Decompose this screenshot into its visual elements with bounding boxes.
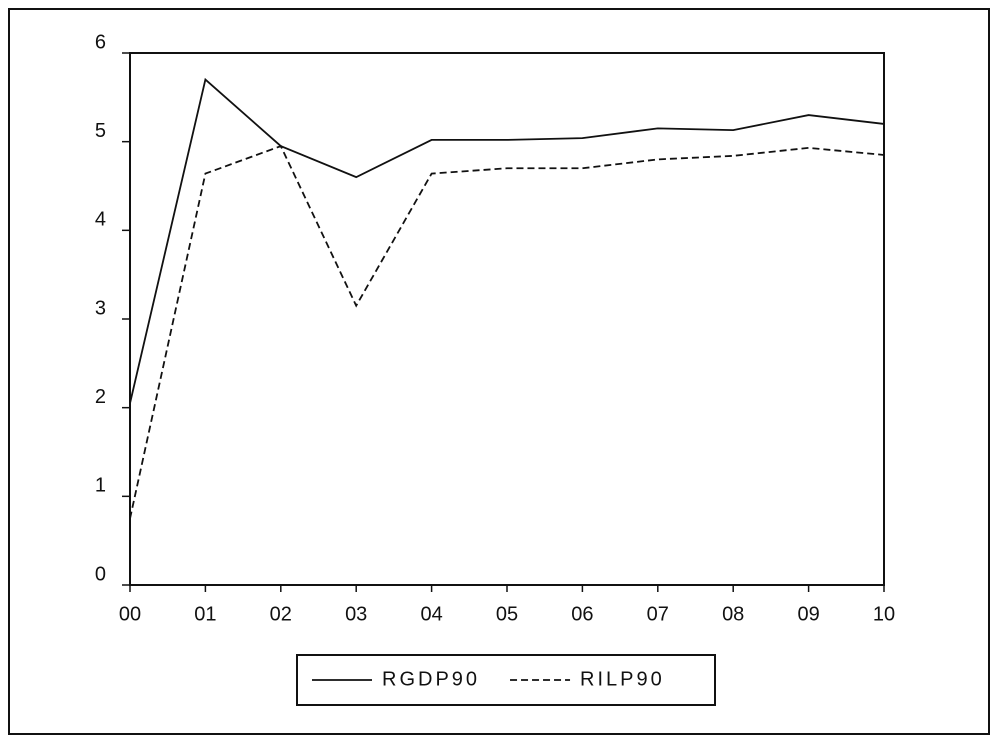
plot-frame xyxy=(129,52,885,586)
x-tick-label: 05 xyxy=(496,603,518,625)
y-tick-label: 2 xyxy=(95,386,106,408)
x-tick-label: 09 xyxy=(797,603,819,625)
y-tick-label: 1 xyxy=(95,475,106,497)
legend-box xyxy=(296,654,716,706)
x-tick-label: 10 xyxy=(873,603,895,625)
legend-label: RGDP90 xyxy=(382,668,480,690)
x-tick-label: 00 xyxy=(119,603,141,625)
series-line xyxy=(129,144,885,519)
legend-label: RILP90 xyxy=(580,668,665,690)
y-tick-label: 6 xyxy=(95,31,106,53)
y-tick-label: 4 xyxy=(95,209,106,231)
x-tick-label: 07 xyxy=(647,603,669,625)
y-tick-label: 5 xyxy=(95,120,106,142)
x-tick-label: 02 xyxy=(270,603,292,625)
x-tick-label: 04 xyxy=(420,603,442,625)
x-tick-label: 01 xyxy=(194,603,216,625)
series-line xyxy=(129,77,885,404)
y-tick-label: 3 xyxy=(95,297,106,319)
x-tick-label: 08 xyxy=(722,603,744,625)
outer-frame xyxy=(8,8,990,735)
y-tick-label: 0 xyxy=(95,563,106,585)
x-tick-label: 06 xyxy=(571,603,593,625)
x-tick-label: 03 xyxy=(345,603,367,625)
